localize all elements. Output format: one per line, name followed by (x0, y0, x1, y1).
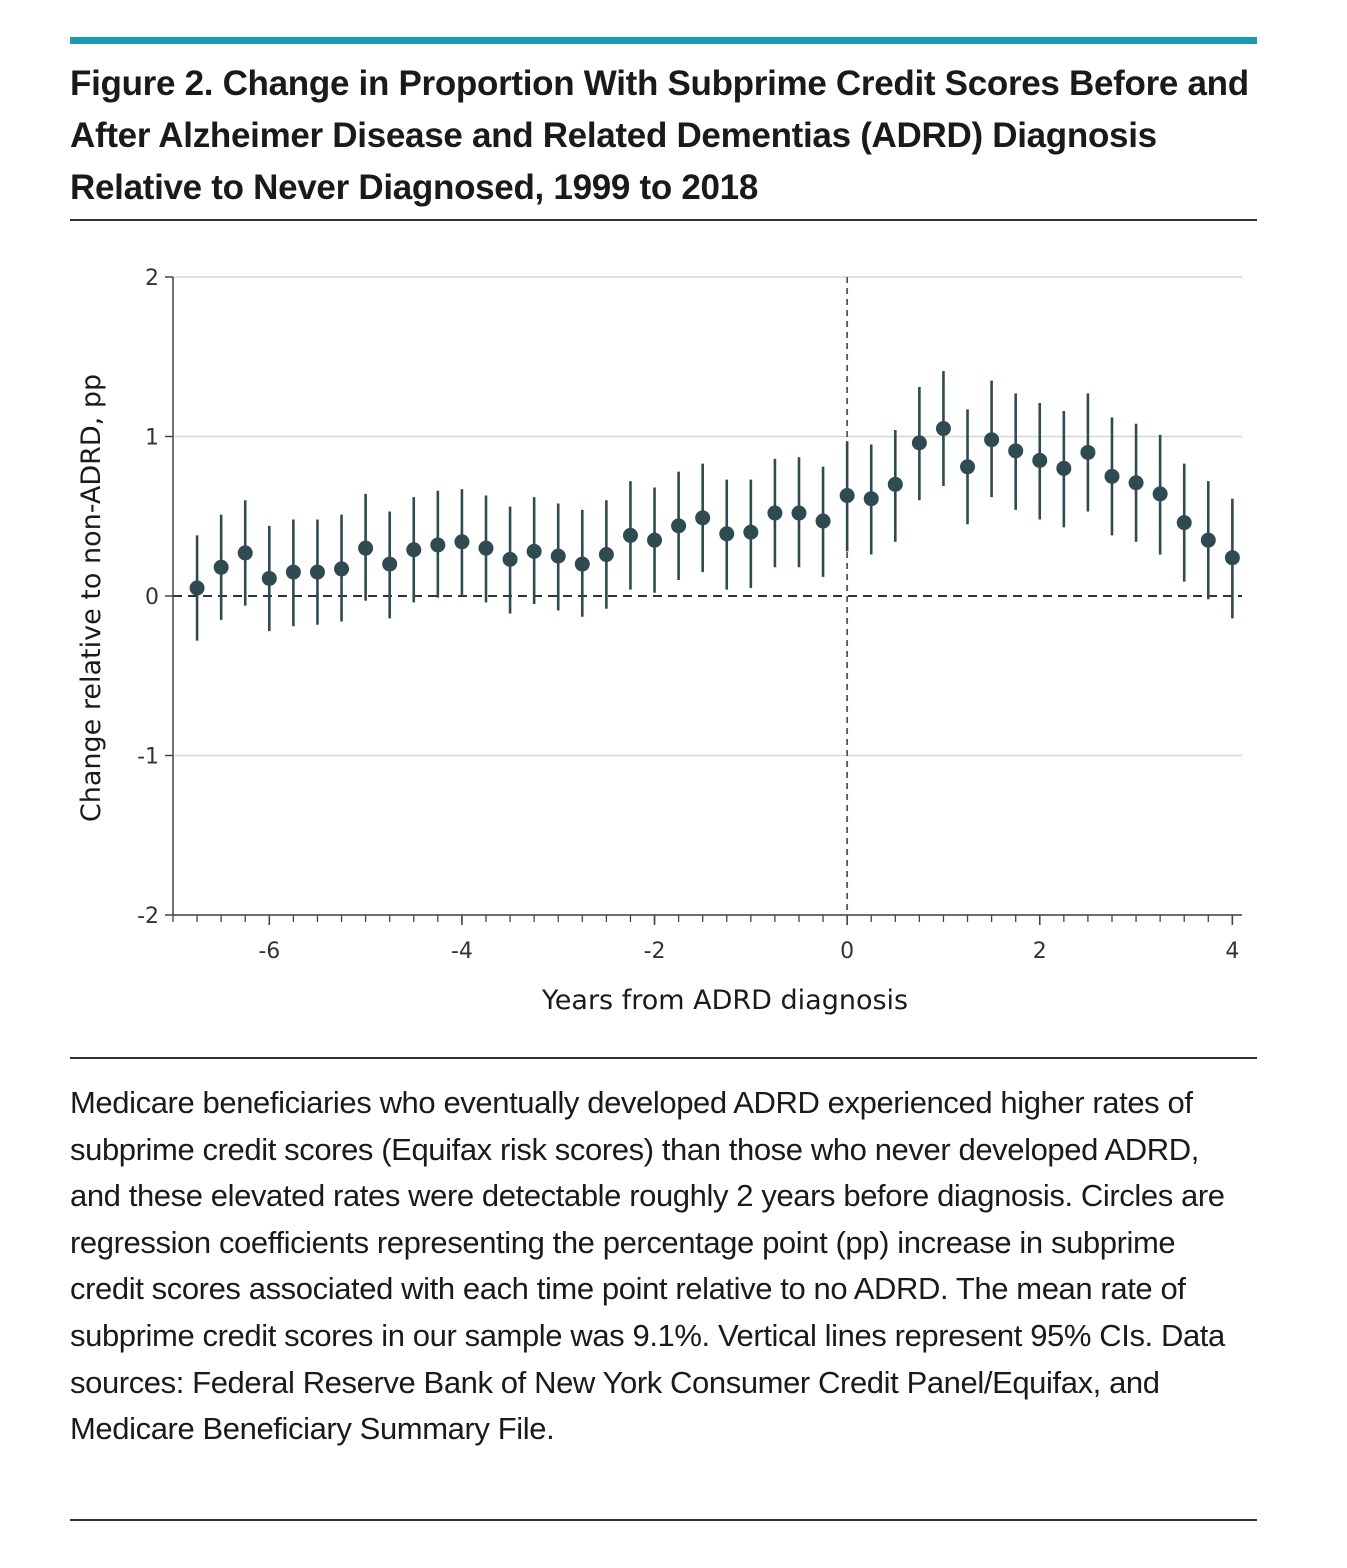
figure-caption: Medicare beneficiaries who eventually de… (70, 1085, 1225, 1447)
data-point (1224, 550, 1240, 566)
scatter-chart: -2 -1 0 1 2 -6 -4 -2 0 2 4 Change relative to non-… (76, 266, 1242, 1016)
data-point (285, 564, 301, 580)
data-point (598, 547, 614, 563)
x-tick-label: -6 (258, 939, 280, 964)
data-point (671, 518, 687, 534)
x-tick-label: 2 (1033, 939, 1047, 964)
data-point (791, 505, 807, 521)
y-tick-label: -1 (137, 745, 159, 770)
data-point (839, 488, 855, 504)
data-point (1008, 443, 1024, 459)
data-point (1056, 460, 1072, 476)
data-point (719, 526, 735, 542)
data-point (935, 421, 951, 437)
data-point (382, 556, 398, 572)
y-axis-title: Change relative to non-ADRD, pp (76, 374, 107, 822)
data-point (358, 540, 374, 556)
caption-divider (70, 1057, 1257, 1059)
data-point (478, 540, 494, 556)
data-point (815, 513, 831, 529)
x-axis-title: Years from ADRD diagnosis (541, 985, 908, 1016)
data-point (647, 532, 663, 548)
data-point (213, 559, 229, 575)
data-point (863, 491, 879, 507)
data-point (911, 435, 927, 451)
y-tick-label: 1 (145, 426, 159, 451)
data-point (622, 527, 638, 543)
top-accent-rule (70, 37, 1257, 44)
data-point (502, 551, 518, 567)
data-point (334, 561, 350, 577)
data-point (237, 545, 253, 561)
data-point (743, 524, 759, 540)
data-point (189, 580, 205, 596)
data-point (454, 534, 470, 550)
data-point (430, 537, 446, 553)
data-point (406, 542, 422, 558)
y-tick-label: -2 (137, 904, 159, 929)
data-point (1176, 515, 1192, 531)
x-tick-label: 4 (1225, 939, 1239, 964)
figure-title: Figure 2. Change in Proportion With Subp… (70, 64, 1249, 207)
data-point (526, 543, 542, 559)
data-point (767, 505, 783, 521)
data-point (1152, 486, 1168, 502)
x-tick-label: -2 (644, 939, 666, 964)
data-point (261, 570, 277, 586)
data-point (1128, 475, 1144, 491)
data-point (887, 476, 903, 492)
points (189, 421, 1240, 596)
y-tick-label: 0 (145, 585, 159, 610)
data-point (695, 510, 711, 526)
data-point (309, 564, 325, 580)
data-point (984, 432, 1000, 448)
axis-labels: Change relative to non-ADRD, pp Years fr… (76, 374, 908, 1016)
data-point (1104, 468, 1120, 484)
data-point (960, 459, 976, 475)
x-tick-label: -4 (451, 939, 473, 964)
x-tick-label: 0 (840, 939, 854, 964)
axes: -2 -1 0 1 2 -6 -4 -2 0 2 4 (137, 266, 1242, 964)
data-point (1032, 452, 1048, 468)
data-point (1200, 532, 1216, 548)
reference-lines (173, 277, 1242, 915)
y-tick-label: 2 (145, 266, 159, 291)
data-point (574, 556, 590, 572)
bottom-divider (70, 1519, 1257, 1521)
data-point (1080, 444, 1096, 460)
error-bars (195, 371, 1234, 641)
data-point (550, 548, 566, 564)
title-divider (70, 219, 1257, 221)
